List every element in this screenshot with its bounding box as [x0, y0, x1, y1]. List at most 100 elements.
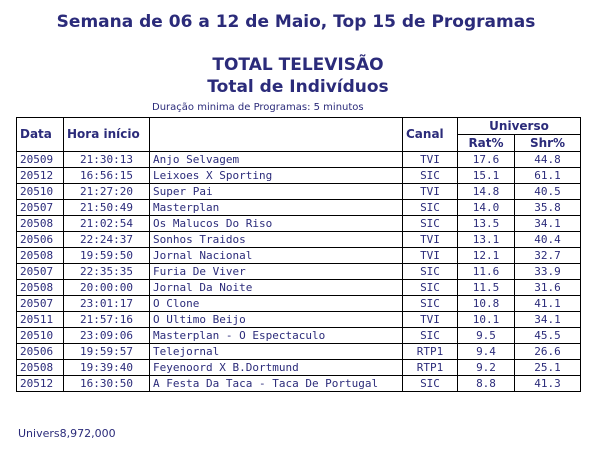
cell-canal: TVI	[402, 183, 458, 200]
header-hora-inicio: Hora início	[63, 117, 150, 152]
cell-canal: TVI	[402, 247, 458, 264]
cell-data: 20507	[16, 199, 64, 216]
cell-rat: 13.1	[457, 231, 515, 248]
cell-rat: 8.8	[457, 375, 515, 392]
cell-data: 20506	[16, 343, 64, 360]
cell-shr: 40.4	[513, 231, 582, 248]
cell-shr: 35.8	[513, 199, 582, 216]
cell-hora: 21:50:49	[63, 199, 150, 216]
top-programs-table: Data Hora início Canal Universo Rat% Shr…	[16, 117, 582, 392]
cell-hora: 16:56:15	[63, 167, 150, 184]
cell-rat: 9.2	[457, 359, 515, 376]
cell-rat: 14.0	[457, 199, 515, 216]
cell-hora: 21:02:54	[63, 215, 150, 232]
cell-hora: 16:30:50	[63, 375, 150, 392]
cell-data: 20508	[16, 279, 64, 296]
cell-shr: 31.6	[513, 279, 582, 296]
cell-hora: 22:24:37	[63, 231, 150, 248]
table-row: 20508 20:00:00 Jornal Da Noite SIC 11.5 31.6	[16, 279, 582, 296]
cell-hora: 21:57:16	[63, 311, 150, 328]
cell-programa: Sonhos Traidos	[149, 231, 403, 248]
cell-programa: Anjo Selvagem	[149, 151, 403, 168]
cell-hora: 19:39:40	[63, 359, 150, 376]
table-row: 20507 21:50:49 Masterplan SIC 14.0 35.8	[16, 199, 582, 216]
cell-canal: SIC	[402, 199, 458, 216]
cell-rat: 11.5	[457, 279, 515, 296]
cell-rat: 11.6	[457, 263, 515, 280]
cell-data: 20512	[16, 167, 64, 184]
cell-data: 20508	[16, 215, 64, 232]
cell-programa: Leixoes X Sporting	[149, 167, 403, 184]
min-duration-note: Duração minima de Programas: 5 minutos	[152, 102, 364, 113]
header-rat: Rat%	[457, 134, 515, 152]
table-row: 20511 21:57:16 O Ultimo Beijo TVI 10.1 34.1	[16, 311, 582, 328]
cell-shr: 45.5	[513, 327, 582, 344]
cell-hora: 22:35:35	[63, 263, 150, 280]
cell-canal: TVI	[402, 231, 458, 248]
cell-hora: 19:59:50	[63, 247, 150, 264]
cell-programa: Masterplan - O Espectaculo	[149, 327, 403, 344]
cell-canal: TVI	[402, 311, 458, 328]
cell-data: 20507	[16, 295, 64, 312]
cell-shr: 34.1	[513, 311, 582, 328]
header-universo: Universo	[456, 117, 582, 135]
table-row: 20506 22:24:37 Sonhos Traidos TVI 13.1 40.4	[16, 231, 582, 248]
cell-rat: 9.5	[457, 327, 515, 344]
cell-data: 20508	[16, 247, 64, 264]
table-row: 20510 21:27:20 Super Pai TVI 14.8 40.5	[16, 183, 582, 200]
table-row: 20507 23:01:17 O Clone SIC 10.8 41.1	[16, 295, 582, 312]
cell-shr: 32.7	[513, 247, 582, 264]
cell-shr: 61.1	[513, 167, 582, 184]
table-row: 20508 21:02:54 Os Malucos Do Riso SIC 13.5 34…	[16, 215, 582, 232]
cell-canal: TVI	[402, 151, 458, 168]
table-row: 20508 19:39:40 Feyenoord X B.Dortmund RTP1 9…	[16, 359, 582, 376]
cell-data: 20512	[16, 375, 64, 392]
cell-canal: RTP1	[402, 359, 458, 376]
cell-programa: Super Pai	[149, 183, 403, 200]
cell-rat: 15.1	[457, 167, 515, 184]
table-row: 20506 19:59:57 Telejornal RTP1 9.4 26.6	[16, 343, 582, 360]
cell-shr: 25.1	[513, 359, 582, 376]
header-programa	[149, 117, 403, 152]
cell-shr: 26.6	[513, 343, 582, 360]
cell-programa: Furia De Viver	[149, 263, 403, 280]
cell-canal: SIC	[402, 295, 458, 312]
cell-programa: Os Malucos Do Riso	[149, 215, 403, 232]
cell-data: 20506	[16, 231, 64, 248]
table-row: 20508 19:59:50 Jornal Nacional TVI 12.1 32.7	[16, 247, 582, 264]
cell-canal: SIC	[402, 375, 458, 392]
cell-programa: Masterplan	[149, 199, 403, 216]
cell-data: 20511	[16, 311, 64, 328]
cell-canal: SIC	[402, 263, 458, 280]
subtitle-total-televisao: TOTAL TELEVISÃO	[212, 55, 384, 75]
cell-canal: SIC	[402, 279, 458, 296]
cell-programa: Jornal Da Noite	[149, 279, 403, 296]
universe-value: 8,972,000	[59, 427, 116, 440]
cell-programa: Telejornal	[149, 343, 403, 360]
cell-canal: SIC	[402, 327, 458, 344]
cell-hora: 23:01:17	[63, 295, 150, 312]
cell-hora: 21:27:20	[63, 183, 150, 200]
cell-shr: 34.1	[513, 215, 582, 232]
cell-programa: O Clone	[149, 295, 403, 312]
subtitle-total-individuos: Total de Indivíduos	[207, 77, 389, 97]
cell-rat: 9.4	[457, 343, 515, 360]
cell-canal: RTP1	[402, 343, 458, 360]
cell-shr: 41.1	[513, 295, 582, 312]
cell-canal: SIC	[402, 215, 458, 232]
header-shr: Shr%	[513, 134, 582, 152]
cell-shr: 44.8	[513, 151, 582, 168]
cell-hora: 20:00:00	[63, 279, 150, 296]
page-title: Semana de 06 a 12 de Maio, Top 15 de Pro…	[56, 12, 536, 32]
table-row: 20510 23:09:06 Masterplan - O Espectaculo S…	[16, 327, 582, 344]
cell-programa: Feyenoord X B.Dortmund	[149, 359, 403, 376]
cell-hora: 21:30:13	[63, 151, 150, 168]
cell-rat: 12.1	[457, 247, 515, 264]
cell-programa: A Festa Da Taca - Taca De Portugal	[149, 375, 403, 392]
cell-shr: 33.9	[513, 263, 582, 280]
cell-data: 20510	[16, 327, 64, 344]
cell-hora: 19:59:57	[63, 343, 150, 360]
cell-shr: 40.5	[513, 183, 582, 200]
cell-rat: 10.8	[457, 295, 515, 312]
cell-data: 20507	[16, 263, 64, 280]
